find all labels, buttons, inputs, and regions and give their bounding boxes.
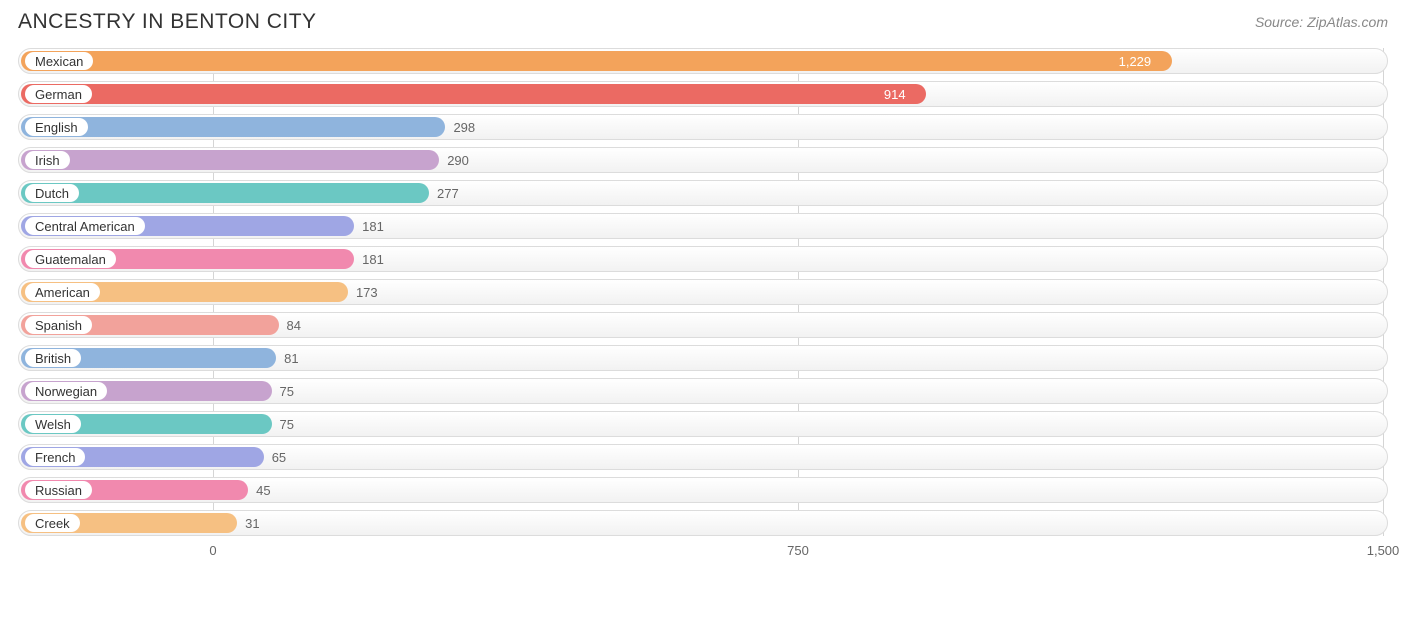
bar-value: 45 [248, 477, 270, 503]
chart-rows: Mexican 1,229 German 914 English 298 Irish 290 D… [18, 48, 1388, 536]
chart-row: Welsh 75 [18, 411, 1388, 437]
bar-value: 290 [439, 147, 469, 173]
bar-value: 65 [264, 444, 286, 470]
x-tick-label: 750 [787, 543, 809, 558]
chart-row: Norwegian 75 [18, 378, 1388, 404]
ancestry-bar-chart: Mexican 1,229 German 914 English 298 Irish 290 D… [18, 48, 1388, 565]
chart-row: Guatemalan 181 [18, 246, 1388, 272]
bar-value: 298 [445, 114, 475, 140]
chart-row: American 173 [18, 279, 1388, 305]
bar-value: 277 [429, 180, 459, 206]
bar-label-pill: Dutch [25, 184, 79, 202]
chart-header: ANCESTRY IN BENTON CITY Source: ZipAtlas… [18, 10, 1388, 34]
chart-row: Central American 181 [18, 213, 1388, 239]
chart-source: Source: ZipAtlas.com [1255, 14, 1388, 30]
chart-row: English 298 [18, 114, 1388, 140]
bar-label-pill: English [25, 118, 88, 136]
bar-label-pill: Guatemalan [25, 250, 116, 268]
bar-value: 181 [354, 246, 384, 272]
bar-label-pill: Russian [25, 481, 92, 499]
bar-label-pill: Irish [25, 151, 70, 169]
bar-value: 84 [279, 312, 301, 338]
bar-label-pill: Central American [25, 217, 145, 235]
x-tick-label: 0 [209, 543, 216, 558]
bar-label-pill: British [25, 349, 81, 367]
bar-label-pill: Creek [25, 514, 80, 532]
bar [21, 84, 926, 104]
chart-row: British 81 [18, 345, 1388, 371]
chart-row: Spanish 84 [18, 312, 1388, 338]
bar-value: 75 [272, 411, 294, 437]
bar [21, 150, 439, 170]
bar-value: 75 [272, 378, 294, 404]
bar-label-pill: French [25, 448, 85, 466]
x-axis: 07501,500 [18, 543, 1388, 565]
bar-value: 31 [237, 510, 259, 536]
chart-title: ANCESTRY IN BENTON CITY [18, 10, 317, 34]
bar-value: 81 [276, 345, 298, 371]
bar-label-pill: Welsh [25, 415, 81, 433]
chart-row: Mexican 1,229 [18, 48, 1388, 74]
bar-label-pill: American [25, 283, 100, 301]
chart-row: Creek 31 [18, 510, 1388, 536]
bar-label-pill: Spanish [25, 316, 92, 334]
chart-row: Dutch 277 [18, 180, 1388, 206]
bar [21, 51, 1172, 71]
chart-row: Irish 290 [18, 147, 1388, 173]
bar-label-pill: German [25, 85, 92, 103]
bar-label-pill: Mexican [25, 52, 93, 70]
bar-value: 914 [884, 81, 916, 107]
bar-value: 173 [348, 279, 378, 305]
bar-label-pill: Norwegian [25, 382, 107, 400]
chart-row: French 65 [18, 444, 1388, 470]
x-tick-label: 1,500 [1367, 543, 1400, 558]
bar-value: 181 [354, 213, 384, 239]
bar [21, 183, 429, 203]
plot-area: Mexican 1,229 German 914 English 298 Irish 290 D… [18, 48, 1388, 536]
chart-row: German 914 [18, 81, 1388, 107]
bar-value: 1,229 [1119, 48, 1162, 74]
chart-row: Russian 45 [18, 477, 1388, 503]
